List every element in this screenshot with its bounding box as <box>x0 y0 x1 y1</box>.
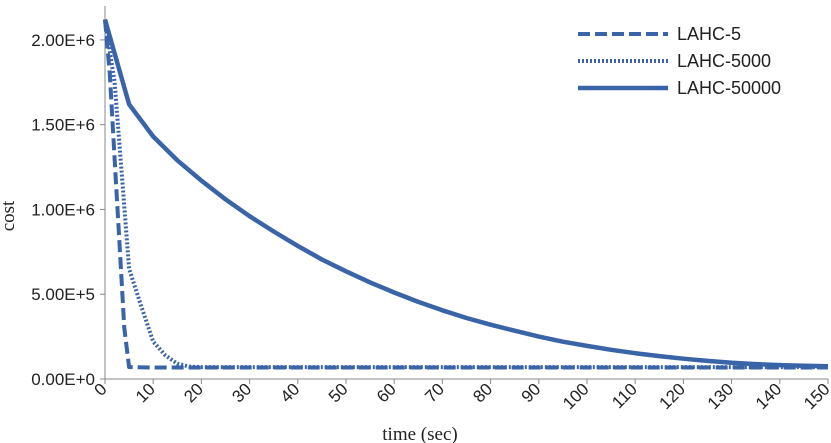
series-line-lahc-5000 <box>103 19 828 370</box>
x-tick-label: 90 <box>518 380 545 407</box>
x-tick-label: 120 <box>656 380 689 413</box>
x-tick-label: 110 <box>608 380 641 413</box>
y-axis-title: cost <box>0 200 19 231</box>
y-tick-label: 5.00E+5 <box>31 285 95 304</box>
x-axis-title: time (sec) <box>382 424 457 443</box>
legend: LAHC-5 LAHC-5000 LAHC-50000 <box>578 24 781 98</box>
legend-label: LAHC-5 <box>677 24 741 44</box>
series-line-lahc-50000 <box>102 18 829 369</box>
x-tick-label: 0 <box>91 380 111 400</box>
x-tick-label: 10 <box>132 380 159 407</box>
series-line-lahc-5 <box>103 19 828 370</box>
y-tick-label: 1.50E+6 <box>31 116 95 135</box>
x-tick-label: 100 <box>559 380 592 413</box>
x-tick-label: 140 <box>752 380 785 413</box>
y-tick-label: 1.00E+6 <box>31 200 95 219</box>
y-tick-label: 0.00E+0 <box>31 370 95 389</box>
x-tick-label: 20 <box>180 380 207 407</box>
legend-label: LAHC-50000 <box>677 78 781 98</box>
series-group <box>102 18 829 370</box>
x-tick-label: 80 <box>469 380 496 407</box>
x-tick-label: 30 <box>228 380 255 407</box>
legend-label: LAHC-5000 <box>677 51 771 71</box>
x-tick-label: 70 <box>421 380 448 407</box>
x-tick-label: 50 <box>325 380 352 407</box>
x-tick-label: 40 <box>277 380 304 407</box>
x-tick-label: 150 <box>800 380 831 413</box>
x-tick-label: 130 <box>704 380 737 413</box>
y-tick-label: 2.00E+6 <box>31 31 95 50</box>
x-tick-label: 60 <box>373 380 400 407</box>
